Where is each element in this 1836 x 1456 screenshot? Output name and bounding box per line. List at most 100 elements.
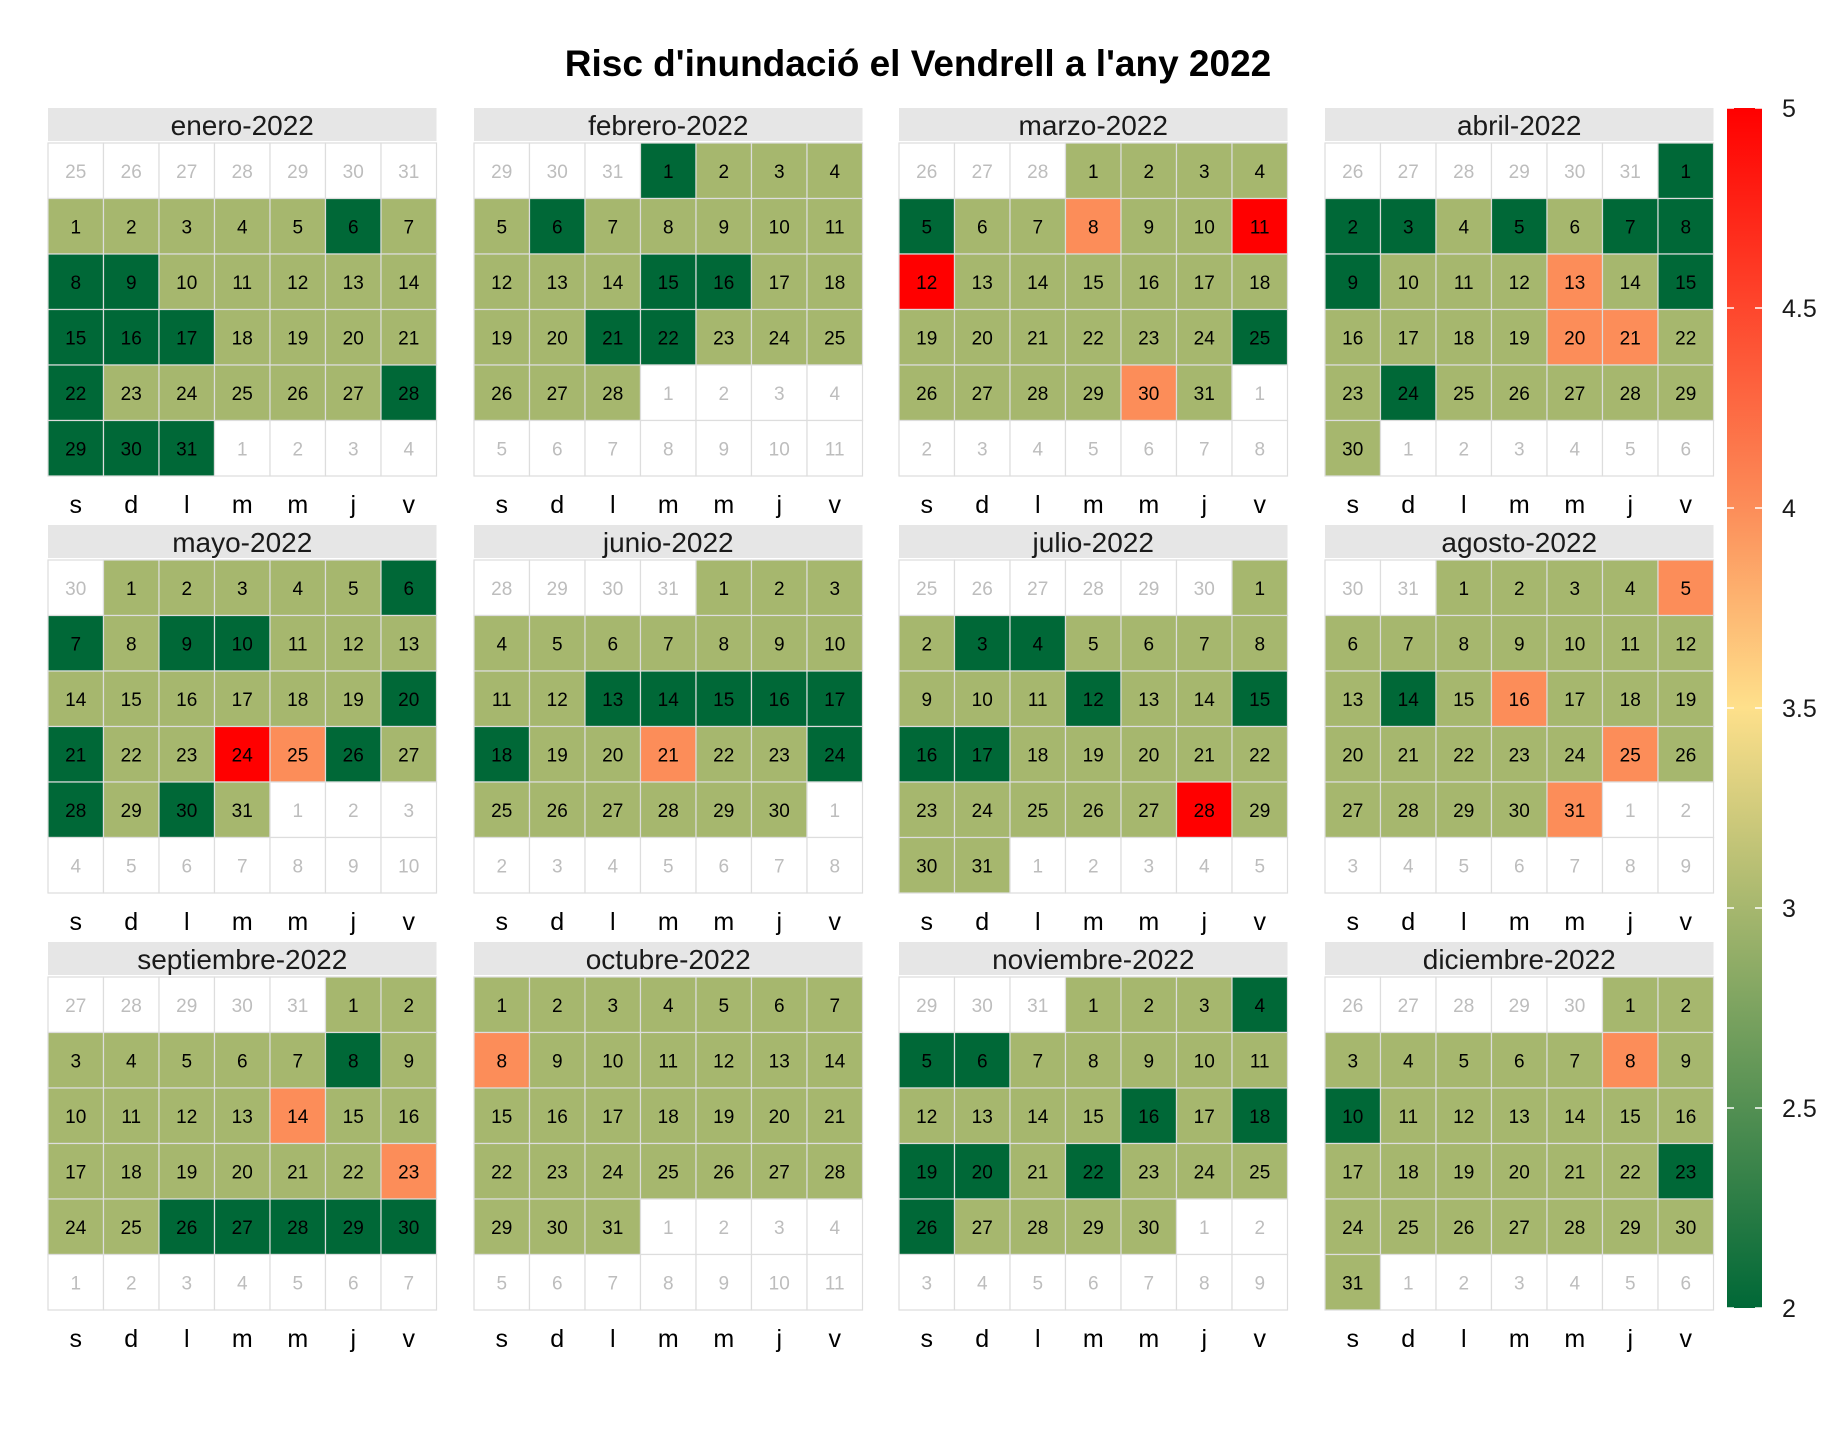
day-number-label: 11 <box>1620 634 1640 655</box>
day-cell <box>1175 1031 1233 1089</box>
day-number-label: 15 <box>1620 1107 1641 1128</box>
day-number-label: 7 <box>403 1273 414 1294</box>
weekday-label: d <box>975 1325 989 1353</box>
day-number-label: 15 <box>1453 690 1474 711</box>
day-cell <box>1490 1031 1548 1089</box>
day-number-label: 9 <box>774 634 785 655</box>
day-cell <box>1324 419 1382 477</box>
day-number-label: 24 <box>1564 745 1586 766</box>
day-number-label: 25 <box>1453 384 1474 405</box>
day-number-label: 3 <box>1569 579 1580 600</box>
day-number-label: 14 <box>1027 273 1049 294</box>
day-cell <box>1657 1087 1715 1145</box>
day-cell <box>898 253 956 311</box>
day-cell <box>1120 197 1178 255</box>
day-number-label: 29 <box>65 439 86 460</box>
day-number-label: 2 <box>718 1218 729 1239</box>
day-number-label: 26 <box>1675 745 1696 766</box>
day-number-label: 10 <box>769 439 790 460</box>
day-number-label: 16 <box>547 1107 568 1128</box>
day-number-label: 1 <box>1680 162 1691 183</box>
day-number-label: 26 <box>972 579 993 600</box>
day-number-label: 29 <box>176 996 197 1017</box>
adjacent-day-cell <box>1601 142 1659 200</box>
adjacent-day-cell <box>898 976 956 1034</box>
weekday-label: m <box>1564 908 1585 936</box>
day-number-label: 1 <box>1088 162 1099 183</box>
colorbar-tick-label: 5 <box>1782 95 1796 123</box>
day-number-label: 9 <box>181 634 192 655</box>
day-number-label: 3 <box>1347 1051 1358 1072</box>
adjacent-day-cell <box>324 836 382 894</box>
adjacent-day-cell <box>953 976 1011 1034</box>
day-cell <box>1546 253 1604 311</box>
day-number-label: 6 <box>1143 634 1154 655</box>
day-cell <box>1379 1142 1437 1200</box>
day-number-label: 30 <box>398 1218 419 1239</box>
day-cell <box>1435 253 1493 311</box>
day-number-label: 11 <box>1250 1051 1270 1072</box>
day-cell <box>1231 614 1289 672</box>
day-number-label: 25 <box>658 1162 679 1183</box>
day-number-label: 3 <box>607 996 618 1017</box>
day-number-label: 21 <box>398 328 419 349</box>
day-number-label: 31 <box>287 996 308 1017</box>
day-number-label: 2 <box>126 1273 137 1294</box>
weekday-label: v <box>1680 1325 1693 1353</box>
day-number-label: 4 <box>1569 1273 1580 1294</box>
day-number-label: 4 <box>607 856 618 877</box>
day-number-label: 29 <box>1509 996 1530 1017</box>
day-number-label: 15 <box>343 1107 364 1128</box>
day-number-label: 18 <box>232 328 253 349</box>
day-cell <box>102 781 160 839</box>
day-cell <box>473 725 531 783</box>
day-cell <box>473 976 531 1034</box>
day-number-label: 30 <box>602 579 623 600</box>
day-number-label: 7 <box>403 217 414 238</box>
adjacent-day-cell <box>750 364 808 422</box>
day-cell <box>213 253 271 311</box>
day-cell <box>102 308 160 366</box>
day-number-label: 6 <box>181 856 192 877</box>
day-number-label: 16 <box>1675 1107 1696 1128</box>
adjacent-day-cell <box>1064 836 1122 894</box>
day-number-label: 9 <box>403 1051 414 1072</box>
day-cell <box>324 725 382 783</box>
adjacent-day-cell <box>639 559 697 617</box>
day-number-label: 14 <box>1564 1107 1586 1128</box>
day-cell <box>898 1198 956 1256</box>
day-cell <box>1490 725 1548 783</box>
day-number-label: 3 <box>1514 439 1525 460</box>
day-number-label: 4 <box>292 579 303 600</box>
day-number-label: 1 <box>663 162 674 183</box>
adjacent-day-cell <box>47 559 105 617</box>
day-number-label: 5 <box>1032 1273 1043 1294</box>
adjacent-day-cell <box>1601 1253 1659 1311</box>
day-number-label: 3 <box>403 801 414 822</box>
day-number-label: 7 <box>607 1273 618 1294</box>
day-number-label: 24 <box>65 1218 87 1239</box>
day-cell <box>1120 1031 1178 1089</box>
weekday-label: j <box>1200 908 1207 936</box>
adjacent-day-cell <box>1379 142 1437 200</box>
day-number-label: 27 <box>972 162 993 183</box>
day-cell <box>1324 1142 1382 1200</box>
day-cell <box>1379 781 1437 839</box>
weekday-label: d <box>550 1325 564 1353</box>
day-number-label: 6 <box>1347 634 1358 655</box>
adjacent-day-cell <box>1009 559 1067 617</box>
weekday-label: s <box>70 1325 83 1353</box>
day-number-label: 8 <box>496 1051 507 1072</box>
day-number-label: 29 <box>121 801 142 822</box>
weekday-label: j <box>775 908 782 936</box>
adjacent-day-cell <box>1657 781 1715 839</box>
day-number-label: 2 <box>1254 1218 1265 1239</box>
day-number-label: 1 <box>348 996 359 1017</box>
day-cell <box>269 670 327 728</box>
day-number-label: 20 <box>1509 1162 1530 1183</box>
day-number-label: 11 <box>825 217 845 238</box>
day-number-label: 4 <box>237 217 248 238</box>
day-number-label: 27 <box>602 801 623 822</box>
